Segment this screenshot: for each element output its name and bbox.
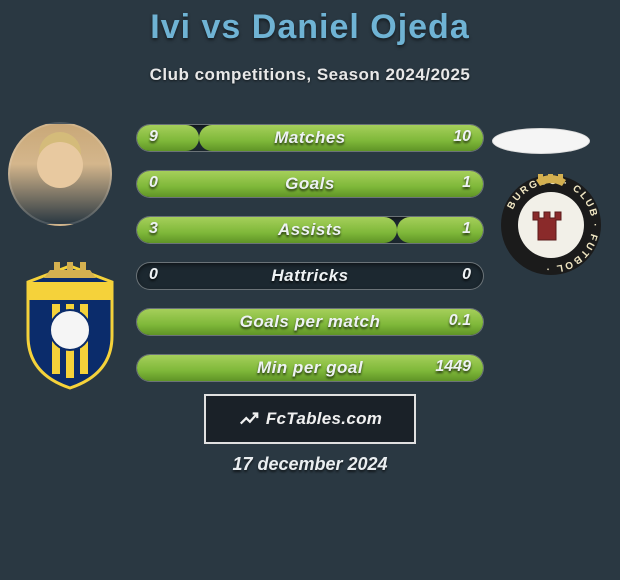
brand-text: FcTables.com bbox=[266, 409, 382, 429]
bar-label: Matches bbox=[137, 128, 483, 148]
bar-label: Assists bbox=[137, 220, 483, 240]
date-label: 17 december 2024 bbox=[0, 454, 620, 475]
player-left-avatar bbox=[8, 122, 112, 226]
subtitle: Club competitions, Season 2024/2025 bbox=[0, 65, 620, 85]
stat-bar: 00Hattricks bbox=[136, 262, 484, 290]
bar-label: Goals per match bbox=[137, 312, 483, 332]
page-title: Ivi vs Daniel Ojeda bbox=[0, 0, 620, 47]
stat-bar: 910Matches bbox=[136, 124, 484, 152]
stat-bar: 0.1Goals per match bbox=[136, 308, 484, 336]
chart-icon bbox=[238, 408, 260, 430]
bar-label: Goals bbox=[137, 174, 483, 194]
stat-bar: 31Assists bbox=[136, 216, 484, 244]
stats-bars: 910Matches 01Goals 31Assists 00Hattricks 0.1… bbox=[136, 124, 484, 400]
club-left-badge bbox=[20, 262, 120, 390]
player-right-avatar bbox=[492, 128, 590, 154]
club-right-badge: BURGOS · CLUB · FUTBOL · bbox=[500, 174, 602, 276]
stat-bar: 1449Min per goal bbox=[136, 354, 484, 382]
bar-label: Hattricks bbox=[137, 266, 483, 286]
stat-bar: 01Goals bbox=[136, 170, 484, 198]
bar-label: Min per goal bbox=[137, 358, 483, 378]
brand-badge[interactable]: FcTables.com bbox=[204, 394, 416, 444]
